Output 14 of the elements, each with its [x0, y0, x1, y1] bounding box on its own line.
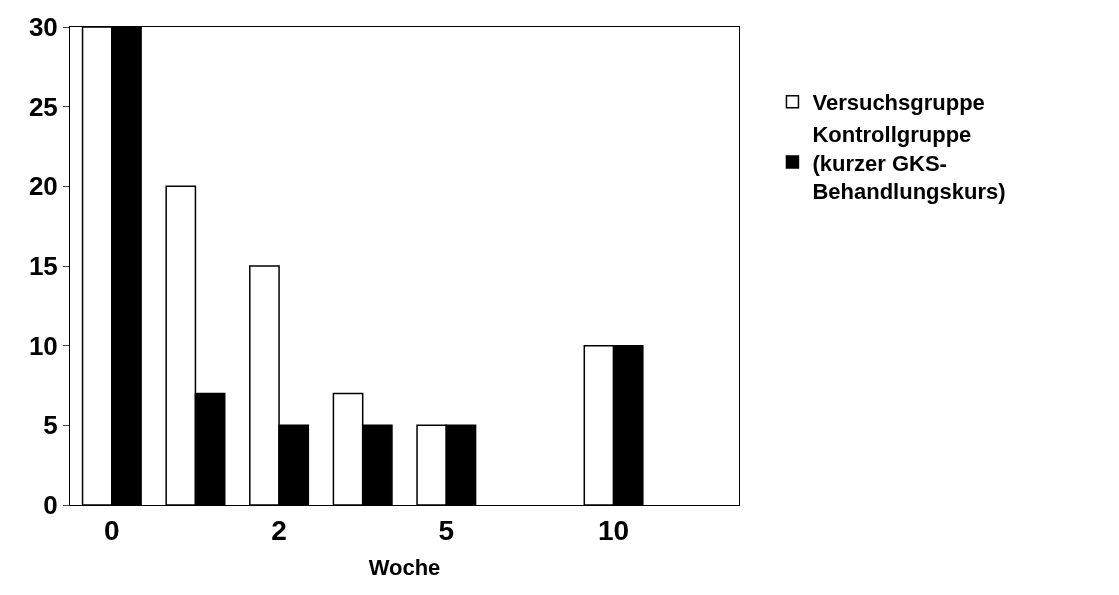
y-tick-label: 20: [28, 171, 58, 202]
y-tick-label: 5: [43, 410, 58, 441]
y-tick-label: 30: [28, 12, 58, 43]
y-tick-label: 15: [28, 251, 58, 282]
legend-label: Kontrollgruppe (kurzer GKS- Behandlungskurs): [812, 121, 1006, 205]
y-tick-label: 25: [28, 91, 58, 122]
legend-label: Versuchsgruppe: [812, 90, 985, 116]
x-tick-label: 0: [104, 514, 120, 546]
y-tick-label: 10: [28, 330, 58, 361]
x-axis-title: Woche: [368, 555, 441, 581]
x-tick-label: 2: [271, 514, 287, 546]
y-tick-label: 0: [43, 490, 58, 521]
x-tick-label: 10: [597, 514, 630, 546]
x-tick-label: 5: [438, 514, 455, 546]
